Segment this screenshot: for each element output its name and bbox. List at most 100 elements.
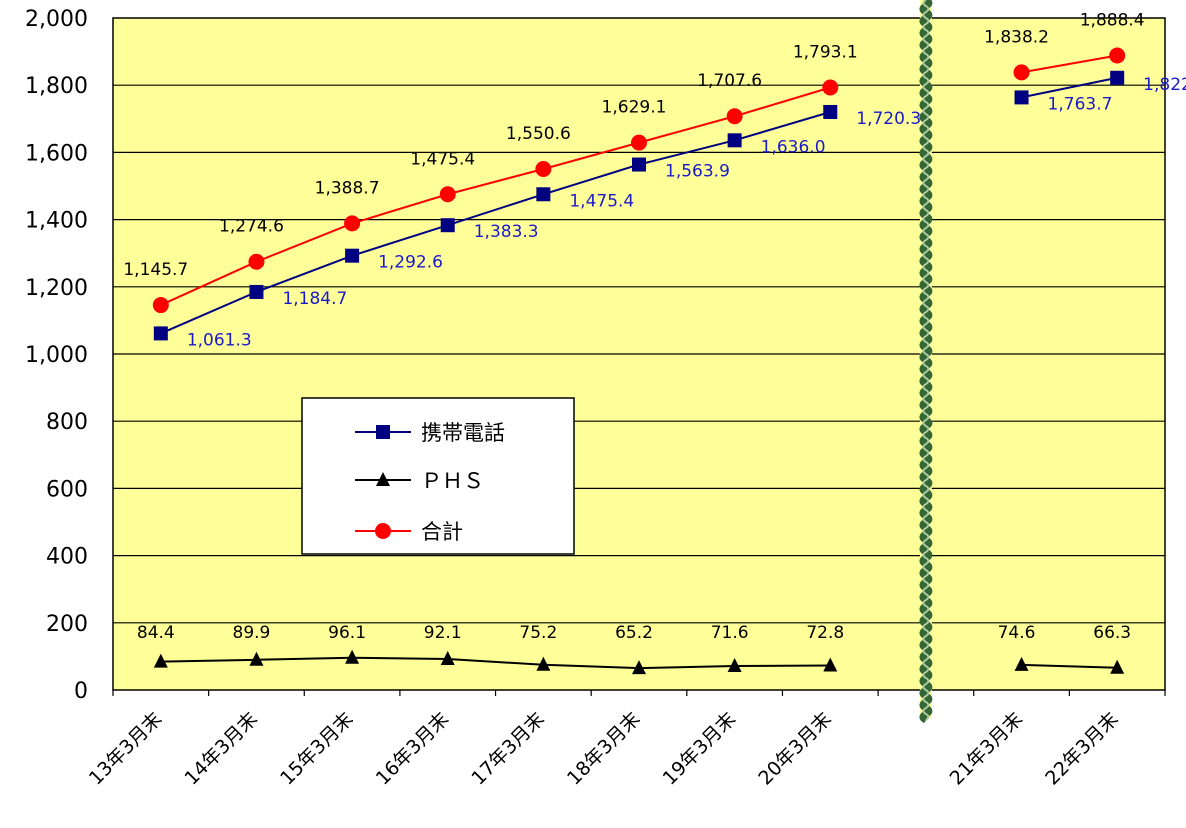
y-tick-label: 1,400 [25,209,88,234]
marker-circle [631,134,647,151]
data-label-total: 1,838.2 [984,27,1049,47]
x-tick-label: 21年3月末 [946,708,1028,790]
marker-circle [726,108,743,125]
marker-square [440,218,455,233]
y-tick-label: 400 [46,545,88,570]
axis-break [919,0,933,724]
data-label-mobile: 1,636.0 [761,137,826,157]
legend-marker-circle [375,523,391,539]
marker-circle [439,186,456,203]
x-tick-label: 13年3月末 [85,708,167,790]
marker-triangle [345,649,360,664]
marker-triangle [153,653,168,668]
x-tick-label: 20年3月末 [754,708,836,790]
marker-circle [152,297,169,314]
marker-square [632,157,646,172]
data-label-mobile: 1,475.4 [569,191,634,211]
data-label-total: 1,274.6 [219,217,284,237]
data-label-mobile: 1,763.7 [1048,94,1113,114]
data-labels: 1,145.7 1,274.6 1,388.7 1,475.4 1,550.6 1,629… [123,10,1186,643]
y-tick-label: 1,200 [25,276,88,301]
y-tick-label: 800 [46,410,88,435]
data-label-phs: 71.6 [711,623,749,643]
legend-label: 合計 [421,520,463,544]
series-markers [152,47,1126,675]
data-label-mobile: 1,563.9 [665,162,730,182]
series-line-携帯電話 [1021,76,1118,99]
y-tick-label: 1,000 [25,343,88,368]
marker-square [727,133,742,148]
data-label-total: 1,793.1 [793,43,858,63]
legend-label: ＰＨＳ [421,469,484,493]
legend-box [301,397,575,555]
marker-square [249,284,264,299]
data-label-mobile: 1,822.1 [1143,75,1186,95]
data-label-mobile: 1,720.3 [856,109,921,129]
marker-triangle [440,651,455,666]
legend-label: 携帯電話 [421,421,505,445]
data-label-phs: 74.6 [998,623,1036,643]
data-label-mobile: 1,292.6 [378,253,443,273]
y-tick-label: 1,800 [25,74,88,99]
data-label-mobile: 1,061.3 [187,330,252,350]
data-label-phs: 89.9 [233,623,271,643]
data-label-mobile: 1,383.3 [474,222,539,242]
marker-triangle [632,660,646,675]
series-line-合計 [160,86,831,306]
marker-triangle [1014,656,1029,671]
marker-triangle [1110,659,1125,674]
marker-circle [1013,64,1030,81]
marker-circle [1109,47,1126,64]
marker-triangle [536,656,551,671]
marker-triangle [727,657,742,672]
series-line-合計 [1021,54,1118,74]
marker-square [823,104,838,119]
x-tick-label: 22年3月末 [1041,708,1123,790]
marker-square [536,187,551,202]
data-label-phs: 75.2 [519,623,557,643]
data-label-phs: 96.1 [328,623,366,643]
marker-circle [248,253,265,270]
series-lines [160,54,1118,670]
data-label-total: 1,707.6 [697,71,762,91]
data-label-total: 1,888.4 [1080,10,1145,30]
data-label-total: 1,475.4 [410,149,475,169]
data-label-phs: 84.4 [137,623,175,643]
y-tick-label: 1,600 [25,141,88,166]
data-label-phs: 92.1 [424,623,462,643]
x-tick-label: 16年3月末 [372,708,454,790]
marker-circle [822,79,839,96]
series-line-携帯電話 [160,111,831,335]
x-tick-label: 18年3月末 [563,708,645,790]
marker-square [153,326,168,341]
marker-square [345,248,360,263]
gridlines [112,84,1166,696]
x-tick-label: 17年3月末 [467,708,549,790]
x-axis-tick-labels: 13年3月末 14年3月末 15年3月末 16年3月末 17年3月末 18年3月末 19年3… [85,708,1123,790]
marker-triangle [249,651,264,666]
marker-triangle [823,657,838,672]
data-label-total: 1,145.7 [123,260,188,280]
y-axis-tick-labels: 0 200 400 600 800 1,000 1,200 1,400 1,600 1,800 2,… [25,7,88,704]
y-tick-label: 2,000 [25,7,88,32]
data-label-phs: 65.2 [615,623,653,643]
legend-marker-triangle [376,472,390,486]
y-tick-label: 600 [46,477,88,502]
series-line-PHS [160,656,831,670]
data-label-total: 1,388.7 [315,178,380,198]
data-label-mobile: 1,184.7 [282,289,347,309]
x-tick-label: 19年3月末 [659,708,741,790]
y-tick-label: 200 [46,612,88,637]
data-label-total: 1,629.1 [602,98,667,118]
marker-square [1014,90,1029,105]
x-tick-label: 14年3月末 [180,708,262,790]
marker-circle [344,215,361,232]
legend-marker-square [376,425,390,439]
x-tick-label: 15年3月末 [276,708,358,790]
y-tick-label: 0 [74,679,88,704]
marker-circle [535,160,552,177]
data-label-phs: 72.8 [806,623,844,643]
axis-break-wave-highlight [922,0,930,721]
data-label-total: 1,550.6 [506,124,571,144]
